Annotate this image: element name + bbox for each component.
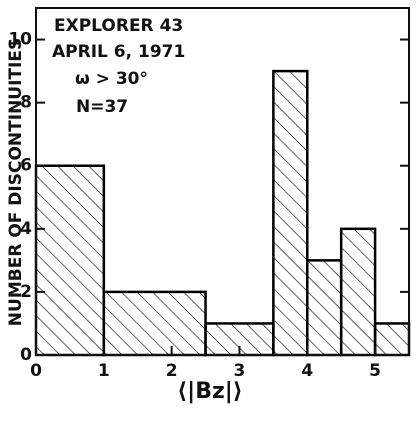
x-tick-label: 1 bbox=[98, 361, 110, 381]
annotation: ω > 30° bbox=[75, 69, 148, 89]
annotation: EXPLORER 43 bbox=[54, 16, 183, 36]
plot bbox=[34, 69, 411, 357]
bar bbox=[34, 164, 106, 357]
bar bbox=[373, 322, 411, 357]
bar bbox=[102, 290, 207, 357]
bar bbox=[306, 259, 343, 357]
y-tick-label: 6 bbox=[20, 156, 32, 176]
plot-frame bbox=[35, 7, 410, 356]
bar bbox=[339, 227, 377, 357]
x-axis-label: ⟨|Bz|⟩ bbox=[177, 379, 243, 404]
y-axis-label: NUMBER OF DISCONTINUITIES bbox=[6, 38, 26, 326]
x-tick-label: 0 bbox=[30, 361, 42, 381]
y-tick-label: 4 bbox=[20, 219, 32, 239]
y-tick-label: 10 bbox=[8, 30, 32, 50]
y-tick-label: 2 bbox=[20, 282, 32, 302]
annotation: APRIL 6, 1971 bbox=[52, 42, 185, 62]
x-tick-label: 4 bbox=[301, 361, 313, 381]
y-tick-label: 8 bbox=[20, 93, 32, 113]
x-tick-label: 2 bbox=[166, 361, 178, 381]
bar bbox=[272, 69, 309, 357]
annotation: N=37 bbox=[76, 97, 128, 117]
x-tick-label: 5 bbox=[369, 361, 381, 381]
y-tick-label: 0 bbox=[20, 345, 32, 365]
x-tick-label: 3 bbox=[234, 361, 246, 381]
